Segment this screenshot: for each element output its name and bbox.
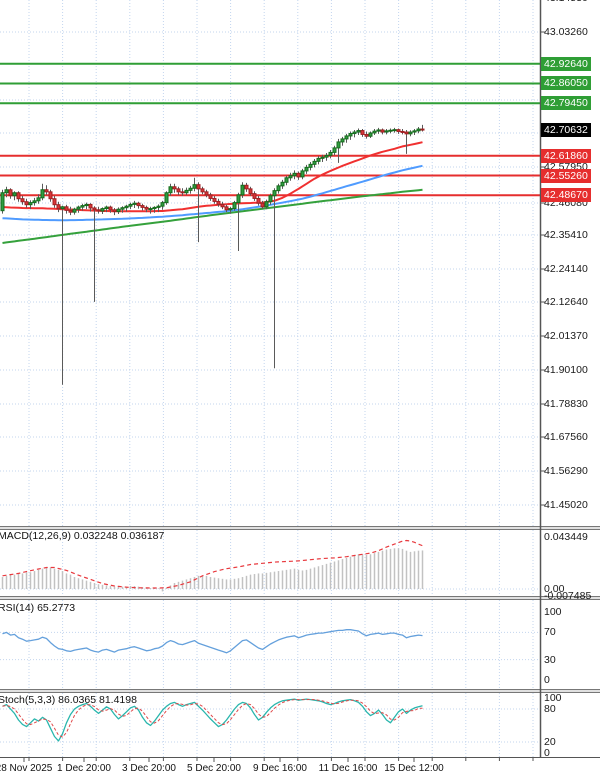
stoch-d-line: [2, 699, 423, 738]
candlesticks: [0, 124, 425, 385]
macd-panel: [1, 539, 424, 592]
moving-averages: [2, 141, 423, 244]
gridlines: [0, 0, 540, 757]
macd-signal-line: [2, 539, 423, 589]
stochastic-panel: [2, 698, 423, 742]
rsi-panel: [2, 629, 423, 654]
ma-green-line: [2, 188, 423, 244]
stoch-k-line: [2, 698, 423, 742]
rsi-line: [2, 629, 423, 654]
horizontal-level-lines: [0, 62, 540, 197]
ma-blue-line: [2, 164, 423, 222]
panel-separators: [0, 526, 600, 693]
